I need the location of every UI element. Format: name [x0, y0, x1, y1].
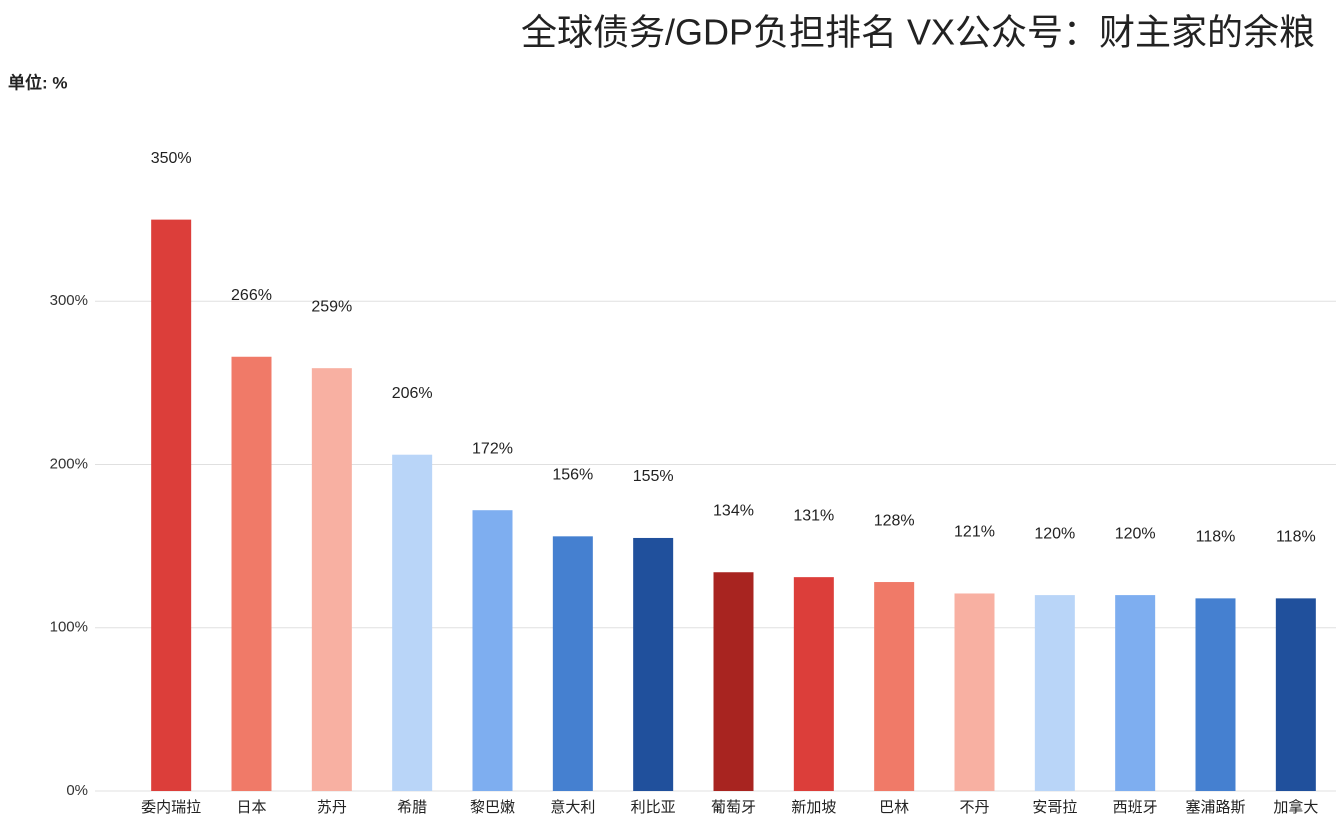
- bar: [1034, 595, 1075, 791]
- value-label: 128%: [874, 512, 915, 529]
- value-label: 121%: [954, 524, 995, 541]
- x-tick-label: 希腊: [397, 799, 427, 816]
- bar: [633, 537, 674, 791]
- bar: [151, 219, 192, 791]
- x-tick-label: 日本: [236, 799, 266, 816]
- bar: [1275, 598, 1316, 791]
- x-tick-label: 巴林: [879, 799, 909, 816]
- bar: [874, 582, 915, 791]
- x-tick-label: 利比亚: [631, 799, 676, 816]
- x-tick-label: 苏丹: [317, 799, 347, 816]
- chart-title: 全球债务/GDP负担排名 VX公众号：财主家的余粮: [521, 12, 1315, 53]
- value-label: 131%: [793, 507, 834, 524]
- value-label: 350%: [151, 150, 192, 167]
- x-tick-label: 黎巴嫩: [470, 799, 515, 816]
- bar: [231, 356, 272, 791]
- value-label: 118%: [1196, 529, 1236, 546]
- x-tick-label: 葡萄牙: [711, 799, 756, 816]
- x-tick-label: 塞浦路斯: [1185, 798, 1245, 816]
- y-tick-label: 300%: [50, 292, 88, 309]
- bar: [311, 368, 352, 791]
- y-tick-label: 200%: [50, 455, 88, 472]
- value-label: 259%: [311, 298, 352, 315]
- value-label: 118%: [1276, 529, 1316, 546]
- bar: [793, 577, 834, 791]
- value-label: 206%: [392, 385, 433, 402]
- y-tick-label: 0%: [66, 782, 88, 799]
- x-tick-label: 西班牙: [1113, 799, 1158, 816]
- x-tick-label: 加拿大: [1273, 798, 1318, 816]
- bar: [954, 593, 995, 791]
- value-label: 134%: [713, 502, 754, 519]
- unit-label: 单位: %: [8, 72, 68, 92]
- x-tick-label: 委内瑞拉: [141, 799, 201, 816]
- bar: [472, 510, 513, 791]
- bar: [1195, 598, 1236, 791]
- bar: [552, 536, 593, 791]
- bar: [713, 572, 754, 791]
- value-label: 266%: [231, 287, 272, 304]
- bar: [392, 454, 433, 791]
- value-label: 120%: [1034, 525, 1075, 542]
- value-label: 156%: [552, 467, 593, 484]
- x-tick-label: 新加坡: [791, 799, 836, 816]
- value-label: 120%: [1115, 525, 1156, 542]
- value-label: 155%: [633, 468, 674, 485]
- value-label: 172%: [472, 440, 513, 457]
- x-tick-label: 不丹: [959, 799, 989, 816]
- y-tick-label: 100%: [50, 619, 88, 636]
- x-tick-label: 意大利: [550, 798, 595, 816]
- x-tick-label: 安哥拉: [1032, 799, 1077, 816]
- bar: [1115, 595, 1156, 791]
